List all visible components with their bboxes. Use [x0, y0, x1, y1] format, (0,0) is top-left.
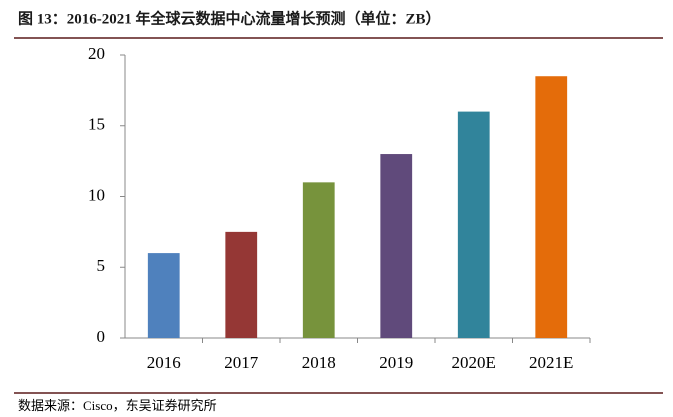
- x-tick-label: 2017: [224, 353, 259, 372]
- bar: [457, 111, 490, 338]
- x-tick-label: 2019: [379, 353, 413, 372]
- x-tick-label: 2021E: [529, 353, 573, 372]
- bar: [380, 154, 413, 338]
- y-tick-label: 20: [88, 44, 105, 63]
- y-tick-label: 0: [97, 327, 106, 346]
- source-note: 数据来源：Cisco，东吴证券研究所: [18, 398, 217, 413]
- bar: [147, 253, 180, 338]
- x-tick-label: 2016: [147, 353, 181, 372]
- chart-title: 图 13：2016-2021 年全球云数据中心流量增长预测（单位：ZB）: [18, 9, 441, 27]
- bar: [302, 182, 335, 338]
- x-tick-label: 2020E: [452, 353, 496, 372]
- x-tick-label: 2018: [302, 353, 336, 372]
- y-tick-label: 5: [97, 256, 106, 275]
- bar: [535, 76, 568, 338]
- bar: [225, 231, 258, 338]
- y-tick-label: 10: [88, 185, 105, 204]
- y-tick-label: 15: [88, 115, 105, 134]
